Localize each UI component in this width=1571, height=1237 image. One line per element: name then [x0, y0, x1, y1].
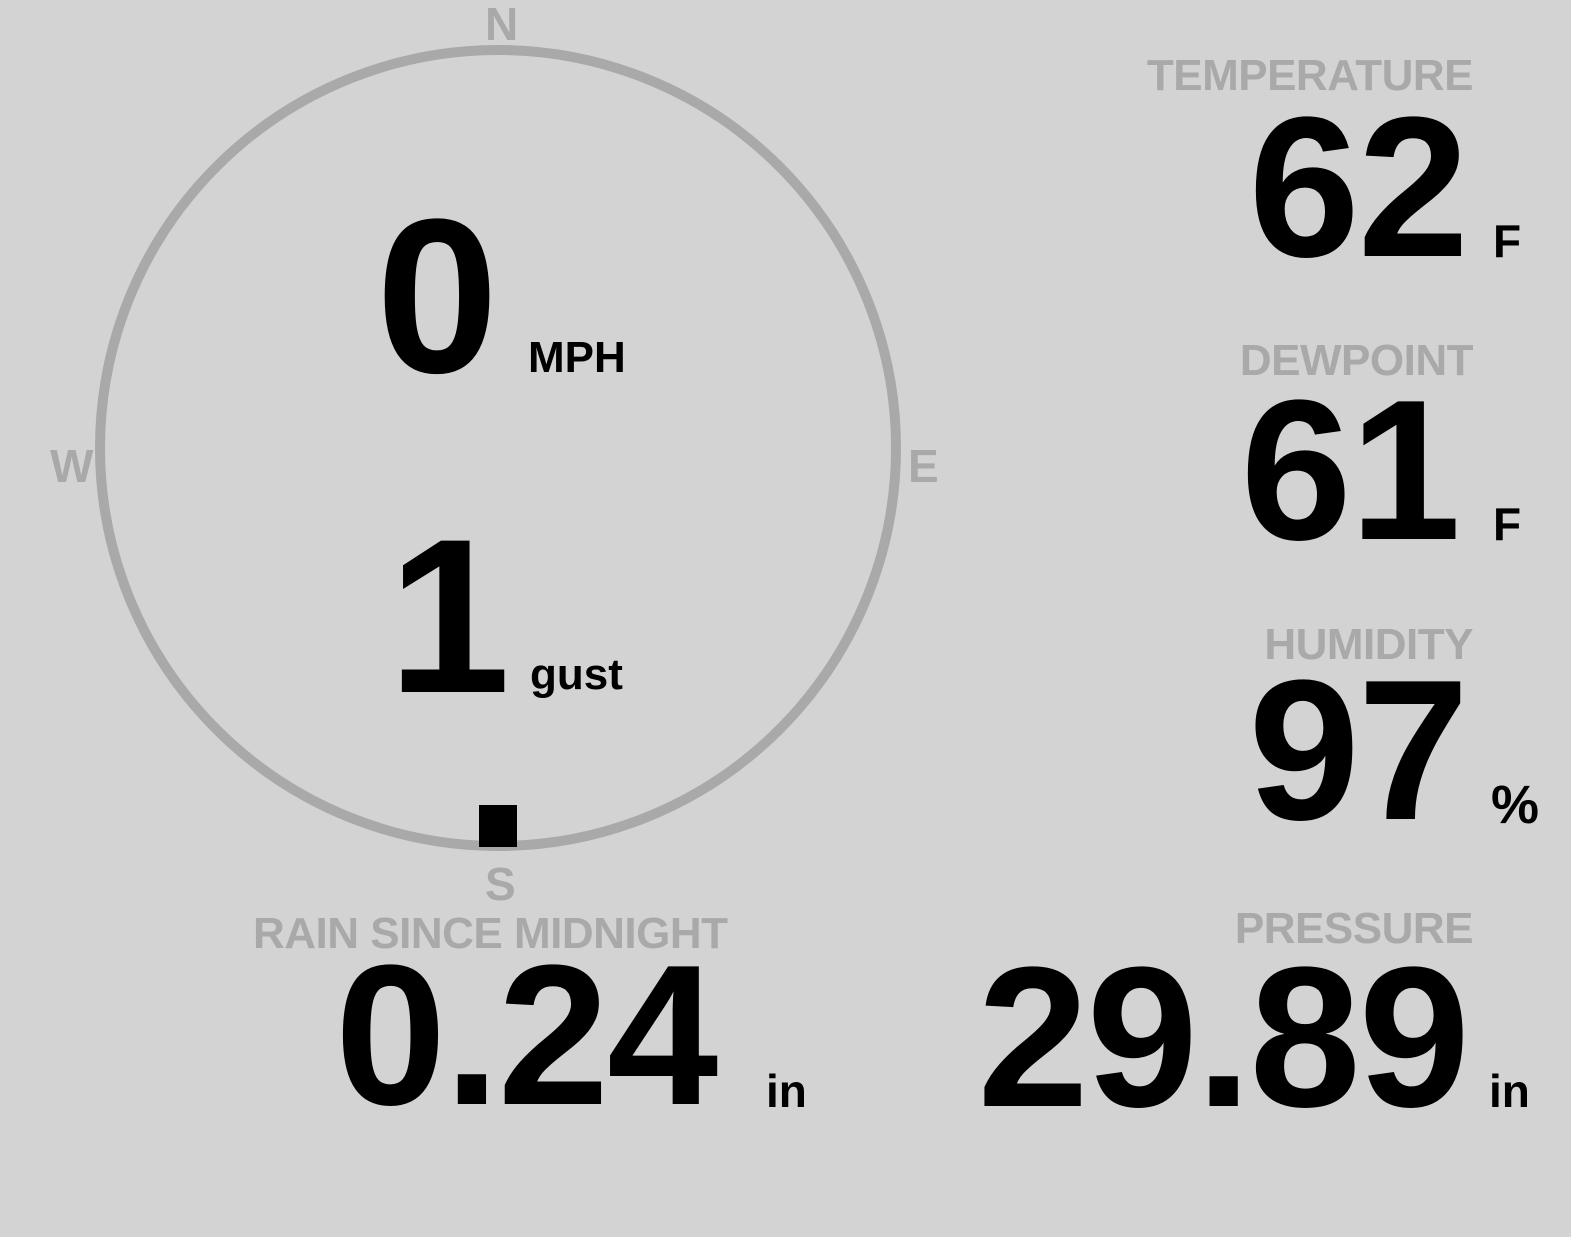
compass-north: N — [485, 0, 519, 50]
dewpoint-value: 61 — [1240, 359, 1461, 582]
rain-label: RAIN SINCE MIDNIGHT — [253, 909, 728, 958]
temperature-unit: F — [1493, 215, 1522, 267]
temperature-label: TEMPERATURE — [1146, 51, 1474, 100]
wind-gust-unit: gust — [530, 650, 623, 699]
wind-direction-marker — [479, 805, 517, 847]
temperature-value: 62 — [1248, 76, 1469, 299]
pressure-unit: in — [1489, 1065, 1530, 1117]
humidity-value: 97 — [1248, 639, 1469, 862]
wind-speed-value: 0 — [376, 173, 498, 419]
dewpoint-unit: F — [1493, 498, 1522, 550]
pressure-label: PRESSURE — [1234, 904, 1474, 953]
humidity-unit: % — [1491, 775, 1540, 835]
wind-gust-value: 1 — [388, 493, 510, 739]
dewpoint-label: DEWPOINT — [1239, 336, 1474, 385]
compass-east: E — [908, 440, 939, 492]
humidity-label: HUMIDITY — [1264, 620, 1473, 669]
rain-value: 0.24 — [335, 924, 718, 1147]
rain-unit: in — [766, 1065, 807, 1117]
pressure-value: 29.89 — [977, 926, 1470, 1149]
compass-south: S — [485, 858, 516, 910]
wind-speed-unit: MPH — [528, 333, 626, 382]
compass-west: W — [50, 440, 94, 492]
